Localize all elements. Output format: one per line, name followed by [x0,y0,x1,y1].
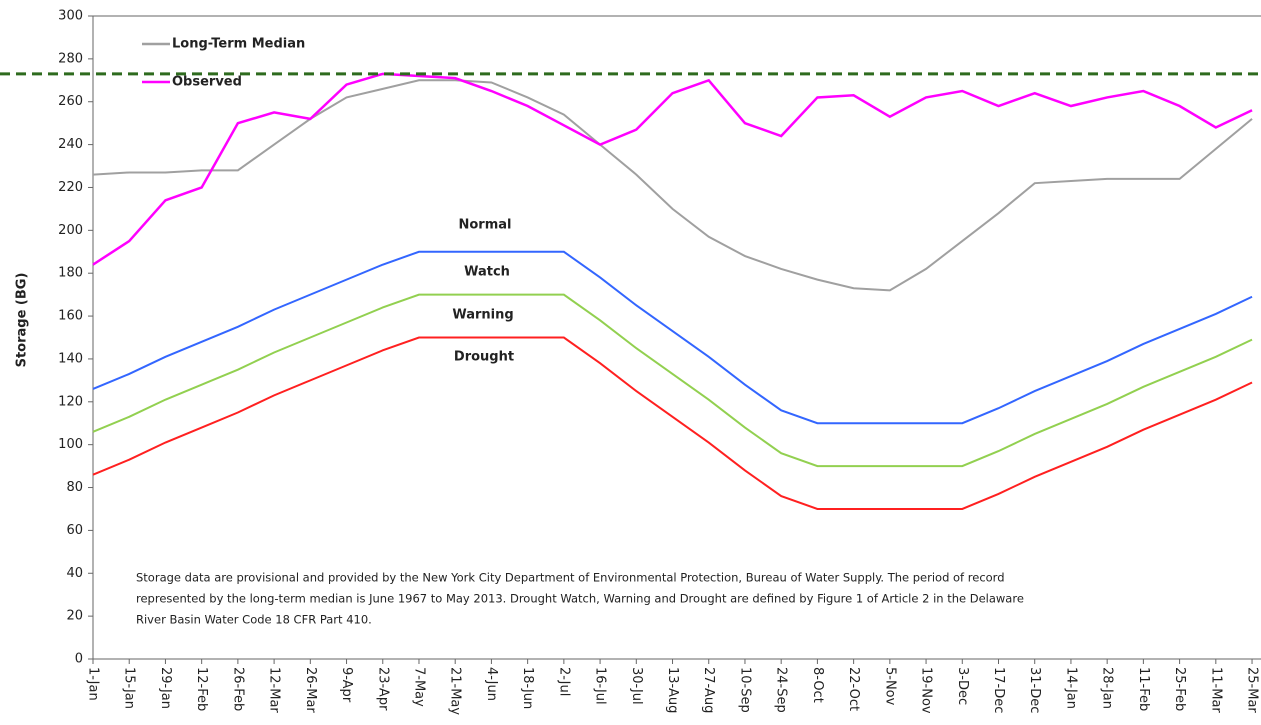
x-tick-label: 29-Jan [158,667,173,709]
x-tick-label: 14-Jan [1063,667,1078,709]
y-tick-label: 180 [58,266,83,281]
note: River Basin Water Code 18 CFR Part 410. [136,613,372,627]
x-tick-label: 12-Mar [267,667,282,713]
x-tick-label: 28-Jan [1100,667,1115,709]
y-tick-label: 220 [58,180,83,195]
x-tick-label: 19-Nov [919,667,934,714]
y-tick-label: 20 [66,609,83,624]
y-tick-label: 0 [75,652,83,667]
x-tick-label: 26-Feb [230,667,245,711]
x-tick-label: 17-Dec [991,667,1006,713]
y-tick-label: 120 [58,394,83,409]
y-tick-label: 260 [58,94,83,109]
x-tick-label: 27-Aug [701,667,716,713]
y-tick-label: 80 [66,480,83,495]
x-tick-label: 25-Feb [1172,667,1187,711]
series-line [92,250,1253,425]
legend-label: Observed [172,75,242,90]
x-tick-label: 1-Jan [86,667,101,701]
x-tick-label: 5-Nov [882,667,897,706]
x-tick-label: 30-Jul [629,667,644,705]
threshold-label: Normal [459,218,512,233]
x-tick-label: 23-Apr [375,667,390,711]
y-tick-label: 280 [58,51,83,66]
legend-label: Long-Term Median [172,37,305,52]
x-tick-label: 15-Jan [122,667,137,709]
x-tick-label: 8-Oct [810,667,825,703]
x-tick-label: 24-Sep [774,667,789,713]
x-tick-label: 9-Apr [339,667,354,703]
series-line [92,72,1253,266]
x-tick-label: 4-Jun [484,667,499,701]
y-tick-label: 60 [66,523,83,538]
x-tick-label: 26-Mar [303,667,318,713]
threshold-label: Watch [464,265,510,280]
y-tick-label: 160 [58,309,83,324]
threshold-label: Drought [454,350,514,365]
y-tick-label: 200 [58,223,83,238]
y-tick-label: 300 [58,9,83,24]
x-tick-label: 13-Aug [665,667,680,713]
series-line [92,336,1253,510]
x-tick-label: 10-Sep [737,667,752,713]
x-tick-label: 11-Feb [1136,667,1151,711]
threshold-label: Warning [452,308,513,323]
y-tick-label: 40 [66,566,83,581]
x-tick-label: 11-Mar [1208,667,1223,713]
x-tick-label: 18-Jun [520,667,535,709]
x-tick-label: 16-Jul [593,667,608,705]
x-tick-label: 21-May [448,667,463,715]
x-tick-label: 31-Dec [1027,667,1042,713]
x-tick-label: 25-Mar [1245,667,1260,713]
y-axis-label: Storage (BG) [15,273,30,368]
note: represented by the long-term median is J… [136,592,1024,606]
series-line [92,293,1253,468]
y-tick-label: 140 [58,351,83,366]
x-tick-label: 22-Oct [846,667,861,711]
x-tick-label: 2-Jul [556,667,571,696]
y-tick-label: 100 [58,437,83,452]
note: Storage data are provisional and provide… [136,571,1005,585]
x-tick-label: 12-Feb [194,667,209,711]
y-tick-label: 240 [58,137,83,152]
series-line [92,79,1253,292]
x-tick-label: 3-Dec [955,667,970,705]
x-tick-label: 7-May [411,667,426,707]
